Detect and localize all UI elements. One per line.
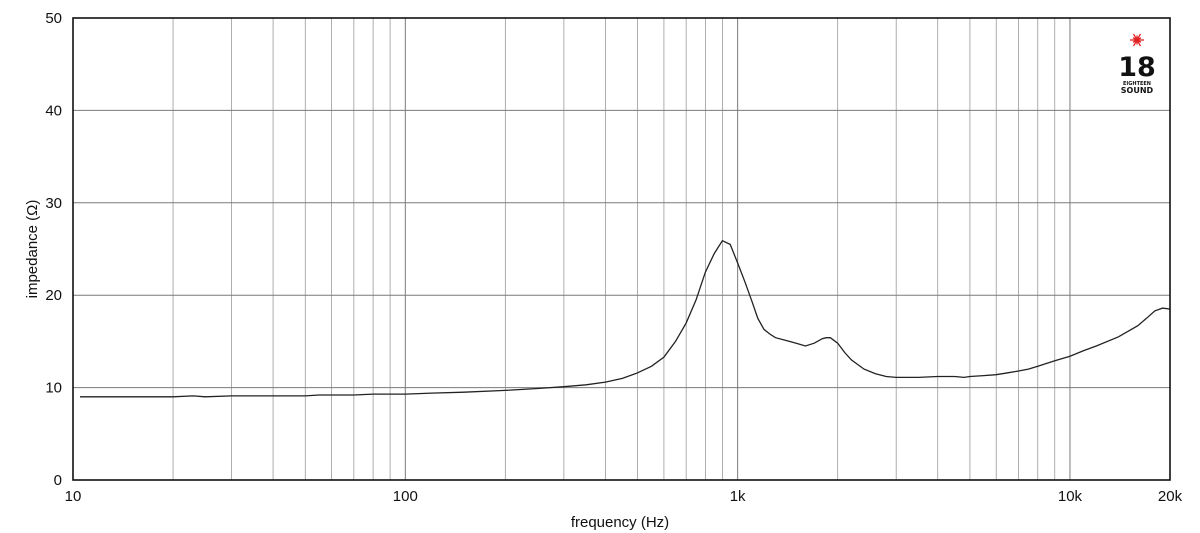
x-tick-label: 100 bbox=[393, 488, 418, 505]
x-tick-label: 10 bbox=[65, 488, 82, 505]
x-tick-label: 10k bbox=[1058, 488, 1083, 505]
y-tick-labels: 0 10 20 30 40 50 bbox=[45, 10, 62, 489]
y-tick-label: 20 bbox=[45, 287, 62, 304]
logo-line-1: EIGHTEEN bbox=[1123, 81, 1151, 87]
x-tick-labels: 10 100 1k 10k 20k bbox=[65, 488, 1183, 505]
eighteen-sound-logo: 18 EIGHTEEN SOUND bbox=[1118, 33, 1156, 95]
y-tick-label: 0 bbox=[54, 472, 62, 489]
y-tick-label: 40 bbox=[45, 102, 62, 119]
y-axis-label: impedance (Ω) bbox=[24, 200, 41, 299]
logo-line-2: SOUND bbox=[1121, 86, 1154, 95]
x-tick-label: 1k bbox=[730, 488, 746, 505]
y-tick-label: 30 bbox=[45, 195, 62, 212]
grid-lines bbox=[73, 18, 1170, 480]
x-axis-label: frequency (Hz) bbox=[571, 514, 669, 531]
plot-frame bbox=[72, 17, 1171, 481]
impedance-curve bbox=[80, 239, 1171, 398]
x-tick-label: 20k bbox=[1158, 488, 1183, 505]
logo-number: 18 bbox=[1118, 52, 1156, 83]
y-tick-label: 50 bbox=[45, 10, 62, 27]
impedance-curve-group bbox=[80, 239, 1171, 398]
star-icon bbox=[1130, 33, 1144, 47]
y-tick-label: 10 bbox=[45, 380, 62, 397]
